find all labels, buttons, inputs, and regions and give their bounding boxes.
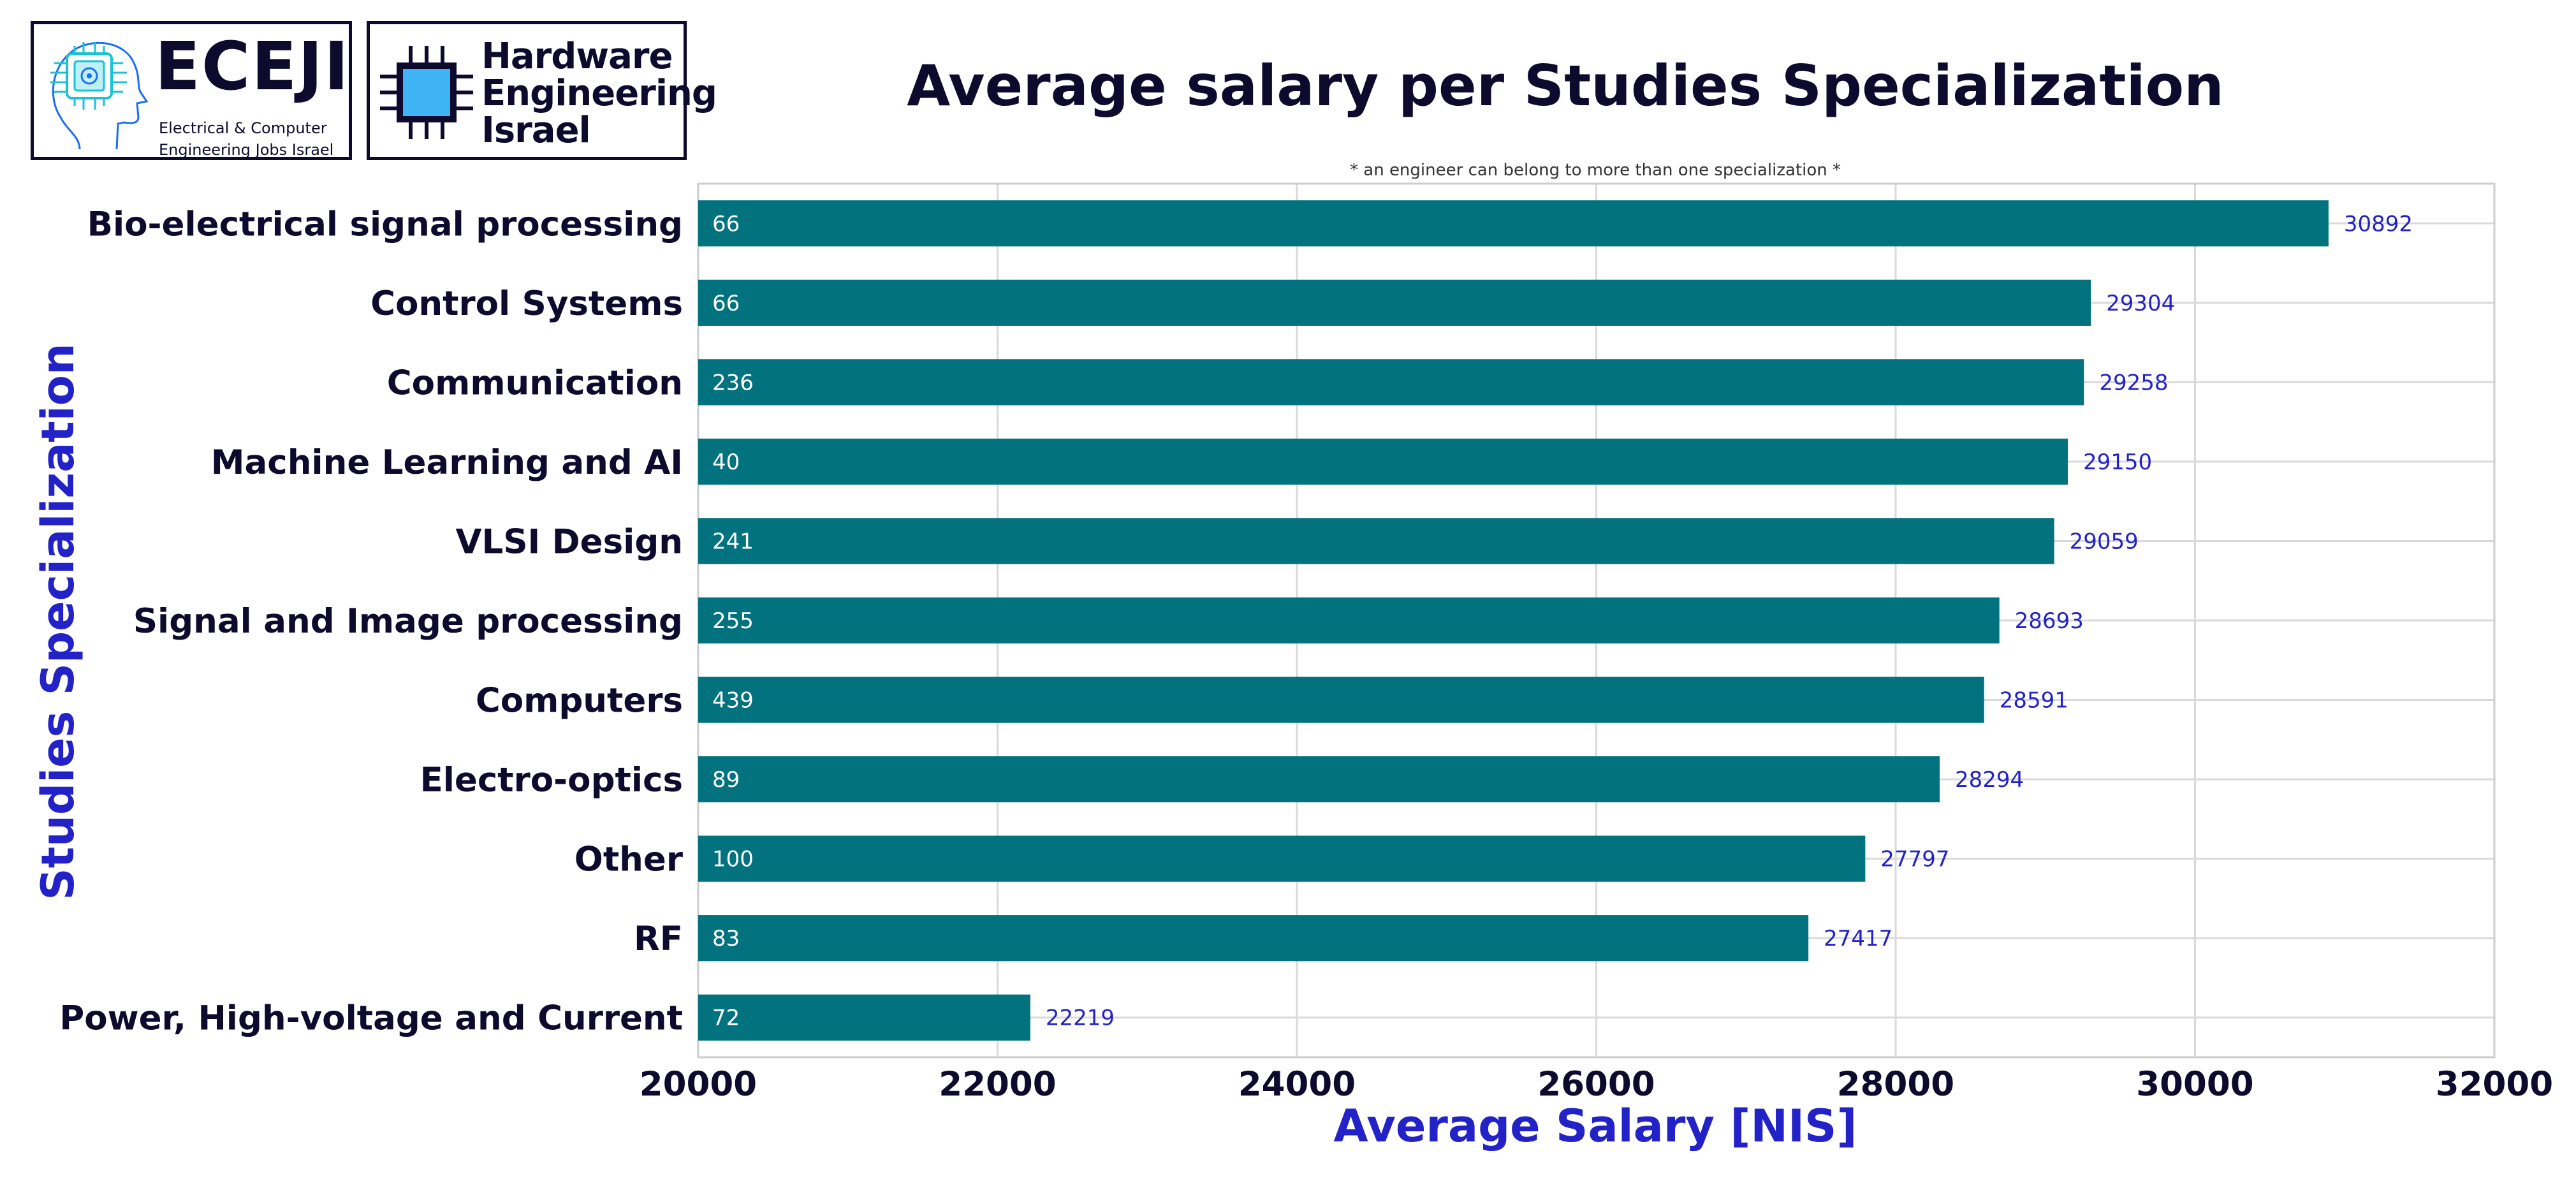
x-tick-label: 28000 (1837, 1065, 1954, 1104)
x-tick-labels: 20000 22000 24000 26000 28000 30000 32000 (640, 1065, 2553, 1104)
category-label: Computers (476, 682, 683, 721)
bar-count-label: 66 (712, 211, 740, 237)
bar-value-label: 27417 (1824, 926, 1892, 951)
bar-value-label: 29258 (2099, 370, 2168, 395)
chart-title: Average salary per Studies Specializatio… (907, 53, 2224, 119)
y-axis-title: Studies Specialization (32, 343, 84, 900)
bar-value-label: 22219 (1046, 1006, 1115, 1031)
eceji-logo-subtitle: Electrical & Computer Engineering Jobs Is… (159, 119, 334, 159)
category-label: Machine Learning and AI (211, 443, 683, 482)
bar (698, 359, 2084, 406)
bar (698, 597, 2000, 644)
bar-count-label: 83 (712, 926, 740, 951)
bar-value-label: 28693 (2015, 608, 2084, 634)
category-label: Power, High-voltage and Current (59, 999, 683, 1038)
bar-count-label: 89 (712, 767, 740, 793)
bar (698, 915, 1809, 962)
bar-value-label: 27797 (1880, 847, 1949, 872)
x-tick-label: 30000 (2136, 1065, 2253, 1104)
bar (698, 756, 1940, 803)
x-tick-label: 32000 (2436, 1065, 2553, 1104)
bar-value-label: 28591 (2000, 688, 2068, 714)
category-label: Bio-electrical signal processing (87, 205, 683, 244)
bars: 66 30892 66 29304 236 29258 40 29150 241 29059 255… (698, 200, 2413, 1041)
bar-count-label: 100 (712, 847, 754, 872)
bar-value-label: 29304 (2106, 291, 2175, 316)
bar (698, 279, 2091, 326)
category-label: RF (634, 920, 683, 958)
bar-count-label: 439 (712, 688, 754, 714)
category-label: VLSI Design (456, 522, 683, 561)
x-tick-label: 26000 (1537, 1065, 1655, 1104)
bar-value-label: 30892 (2344, 211, 2413, 237)
category-label: Electro-optics (420, 761, 683, 800)
hardware-logo-line3: Israel (481, 110, 591, 151)
bar (698, 438, 2068, 485)
hardware-logo-line1: Hardware (481, 36, 673, 77)
category-label: Communication (387, 363, 683, 402)
bar (698, 835, 1866, 882)
x-tick-label: 24000 (1238, 1065, 1356, 1104)
bar-count-label: 241 (712, 529, 754, 554)
chart-subtitle: * an engineer can belong to more than on… (1350, 161, 1841, 180)
brain-chip-icon (50, 41, 149, 150)
category-label: Signal and Image processing (133, 602, 683, 641)
bar (698, 518, 2054, 564)
chip-icon (380, 46, 473, 139)
bar-count-label: 40 (712, 450, 740, 475)
hardware-logo-line2: Engineering (481, 73, 717, 114)
x-tick-label: 22000 (939, 1065, 1056, 1104)
hardware-engineering-logo: Hardware Engineering Israel (367, 21, 717, 160)
bar (698, 994, 1030, 1041)
bar-value-label: 28294 (1955, 767, 2024, 793)
x-tick-label: 20000 (640, 1065, 757, 1104)
bar (698, 677, 1984, 723)
bar-count-label: 255 (712, 608, 754, 634)
bar-count-label: 236 (712, 370, 754, 395)
bar-value-label: 29150 (2083, 450, 2152, 475)
hardware-logo-text: Hardware Engineering Israel (481, 38, 717, 149)
category-label: Control Systems (370, 284, 683, 323)
bar-value-label: 29059 (2070, 529, 2139, 554)
bar (698, 200, 2329, 247)
x-axis-title: Average Salary [NIS] (1334, 1100, 1857, 1152)
category-labels: Bio-electrical signal processing Control … (59, 205, 683, 1037)
bar-count-label: 72 (712, 1006, 740, 1031)
eceji-logo: ECEJI Electrical & Computer Engineering J… (31, 21, 352, 160)
bar-count-label: 66 (712, 291, 740, 316)
category-label: Other (574, 840, 683, 879)
eceji-logo-title: ECEJI (155, 27, 350, 105)
